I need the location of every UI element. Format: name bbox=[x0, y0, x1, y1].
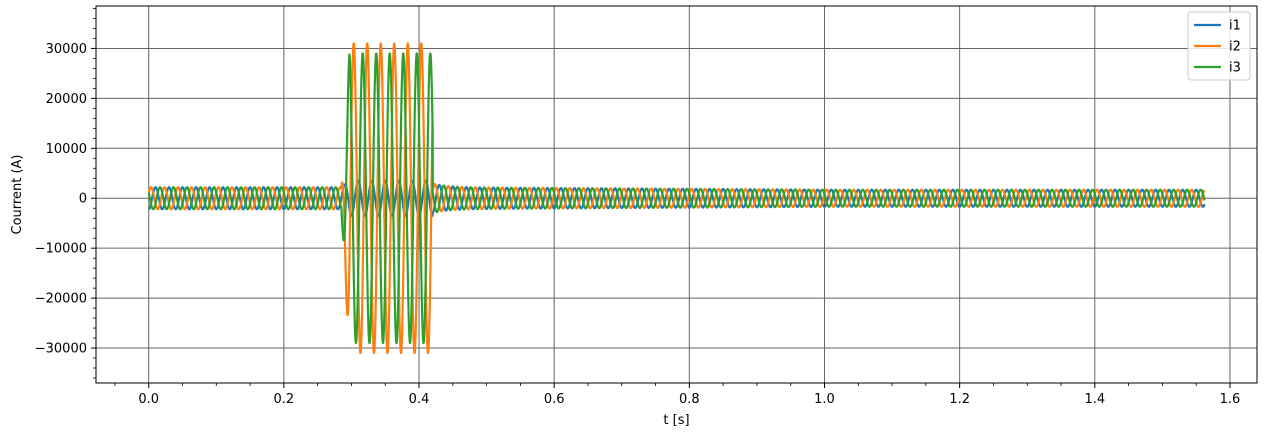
y-tick-label: 30000 bbox=[46, 42, 87, 57]
axes-frame bbox=[95, 5, 1258, 384]
y-tick-label: 10000 bbox=[46, 142, 87, 157]
x-tick-label: 1.6 bbox=[1220, 392, 1241, 407]
series-line-i1 bbox=[147, 179, 1206, 217]
x-tick-label: 0.4 bbox=[409, 392, 430, 407]
series-line-i3 bbox=[147, 52, 1206, 345]
legend-label-i3: i3 bbox=[1229, 61, 1241, 76]
x-tick-label: 1.2 bbox=[949, 392, 970, 407]
y-tick-label: −30000 bbox=[35, 342, 87, 357]
x-tick-label: 1.0 bbox=[814, 392, 835, 407]
y-tick-label: −10000 bbox=[35, 242, 87, 257]
ticks: 0.0 0.2 0.4 0.6 0.8 1.0 1.2 1.4 1.6 −30000 −20000 −… bbox=[35, 8, 1241, 407]
x-tick-label: 0.2 bbox=[274, 392, 295, 407]
x-tick-label: 0.8 bbox=[679, 392, 700, 407]
y-axis-label: Courrent (A) bbox=[10, 155, 25, 235]
y-tick-label: 20000 bbox=[46, 92, 87, 107]
y-tick-label: −20000 bbox=[35, 292, 87, 307]
legend-label-i1: i1 bbox=[1229, 19, 1241, 34]
y-tick-label: 0 bbox=[79, 192, 87, 207]
x-tick-label: 0.0 bbox=[138, 392, 159, 407]
legend-label-i2: i2 bbox=[1229, 40, 1241, 55]
legend: i1 i2 i3 bbox=[1187, 11, 1251, 81]
plot-area bbox=[147, 42, 1206, 355]
x-axis-label: t [s] bbox=[663, 413, 689, 428]
x-tick-label: 1.4 bbox=[1084, 392, 1105, 407]
x-tick-label: 0.6 bbox=[544, 392, 565, 407]
